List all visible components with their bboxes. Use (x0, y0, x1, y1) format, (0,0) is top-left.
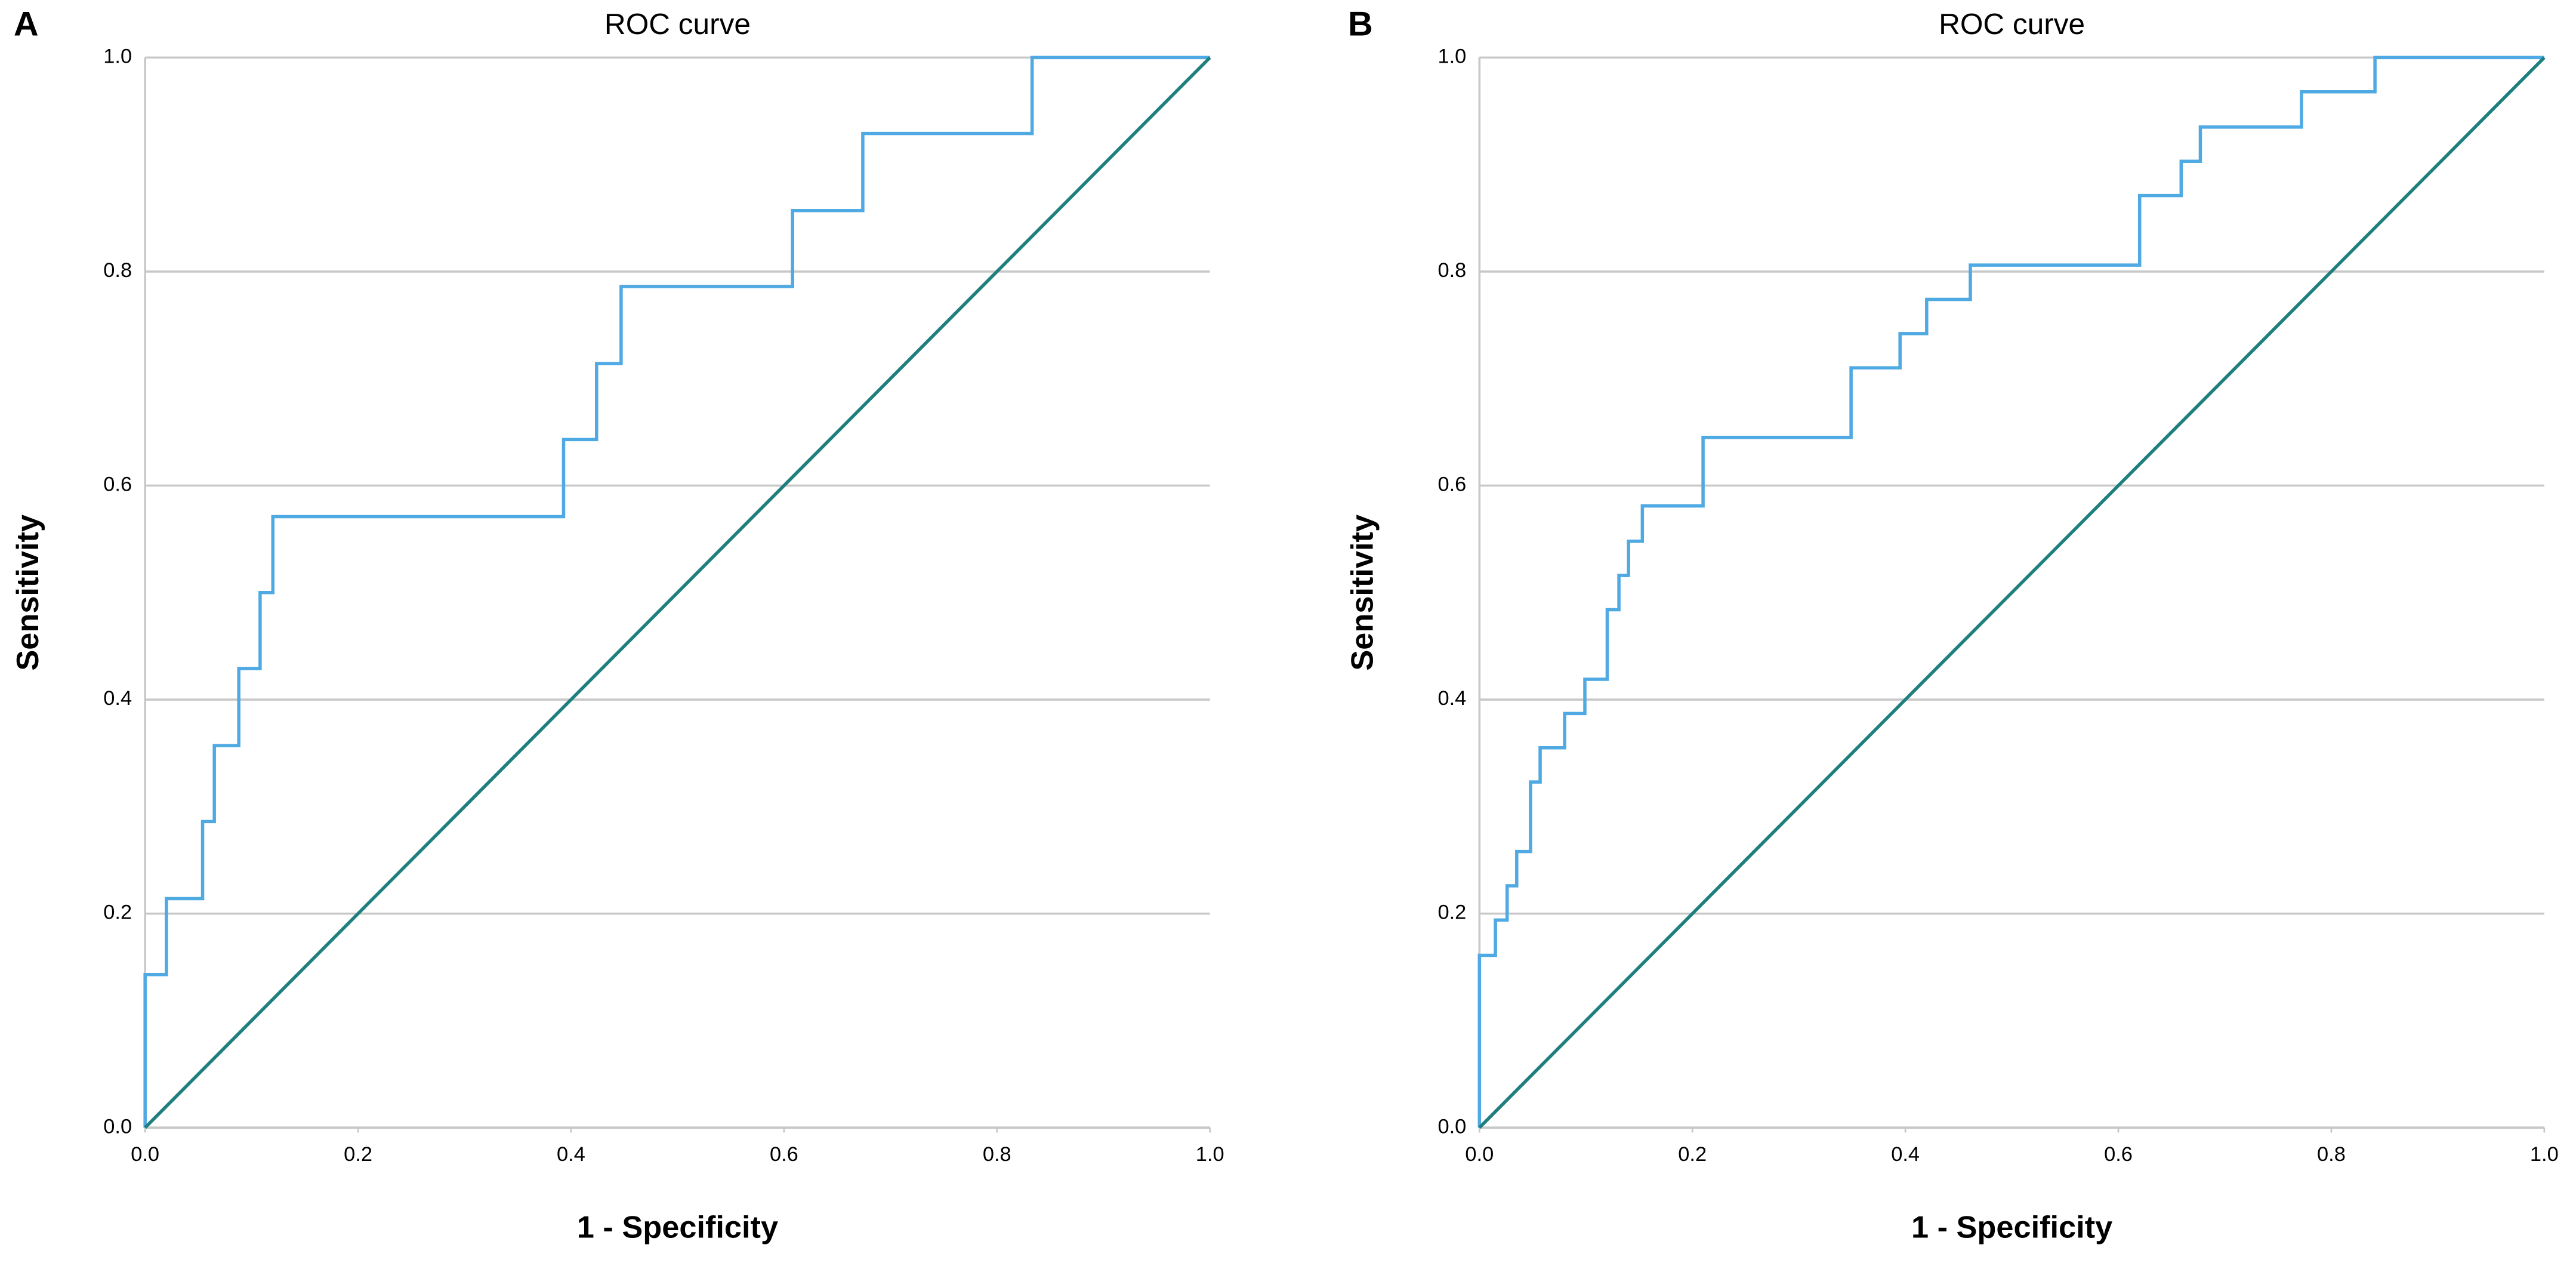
chart-title: ROC curve (1939, 7, 2085, 41)
y-tick-label: 0.6 (103, 473, 132, 496)
y-tick-label: 0.2 (103, 901, 132, 924)
y-tick-label: 0.4 (1437, 687, 1466, 710)
x-tick-label: 0.8 (2317, 1143, 2346, 1166)
y-tick-label: 0.0 (103, 1115, 132, 1138)
panel-label: A (14, 5, 39, 43)
x-tick-label: 0.8 (983, 1143, 1011, 1166)
y-tick-label: 1.0 (1437, 45, 1466, 67)
y-tick-label: 0.6 (1437, 473, 1466, 496)
panel-label: B (1348, 5, 1373, 43)
x-tick-label: 0.2 (344, 1143, 372, 1166)
y-tick-label: 1.0 (103, 45, 132, 67)
x-tick-label: 0.0 (1465, 1143, 1494, 1166)
x-axis-label: 1 - Specificity (577, 1211, 778, 1245)
y-tick-label: 0.4 (103, 687, 132, 710)
chart-title: ROC curve (604, 7, 751, 41)
roc-line (1477, 56, 2544, 1128)
y-tick-label: 0.0 (1437, 1115, 1466, 1138)
y-tick-label: 0.8 (1437, 259, 1466, 282)
roc-line (143, 56, 1210, 1128)
y-axis-label: Sensitivity (11, 515, 45, 671)
y-tick-label: 0.8 (103, 259, 132, 282)
x-tick-label: 0.6 (770, 1143, 798, 1166)
roc-line (144, 56, 1211, 1129)
y-axis-label: Sensitivity (1345, 515, 1380, 671)
x-tick-label: 1.0 (1196, 1143, 1224, 1166)
x-tick-label: 0.2 (1678, 1143, 1707, 1166)
x-tick-label: 1.0 (2530, 1143, 2559, 1166)
x-tick-label: 0.6 (2104, 1143, 2133, 1166)
x-tick-label: 0.4 (557, 1143, 585, 1166)
roc-line (1478, 56, 2546, 1129)
x-tick-label: 0.0 (131, 1143, 159, 1166)
x-tick-label: 0.4 (1891, 1143, 1920, 1166)
y-tick-label: 0.2 (1437, 901, 1466, 924)
x-axis-label: 1 - Specificity (1911, 1211, 2112, 1245)
